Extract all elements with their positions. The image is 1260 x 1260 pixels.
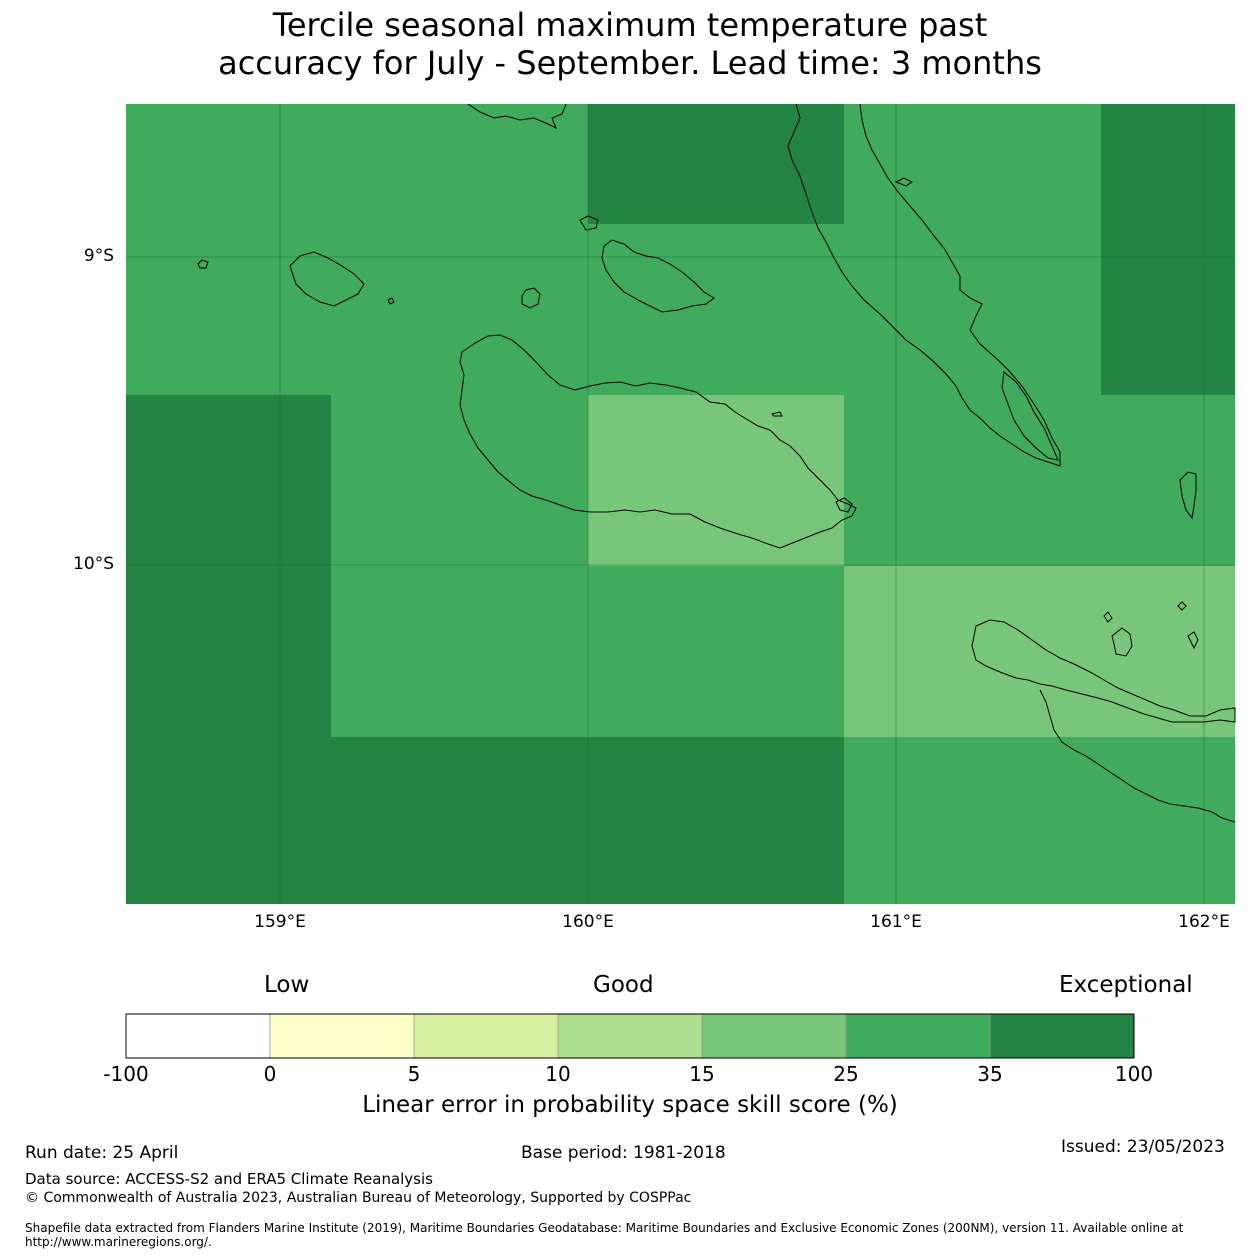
graticule <box>126 104 1235 904</box>
lon-label-159e: 159°E <box>254 912 306 932</box>
title-line-2: accuracy for July - September. Lead time… <box>218 44 1042 82</box>
lon-label-162e: 162°E <box>1178 912 1230 932</box>
grid-cell <box>1101 104 1235 395</box>
grid-cell <box>331 737 844 904</box>
islet-coastline <box>387 297 395 305</box>
colorbar-tick: 35 <box>977 1062 1003 1086</box>
colorbar-tick: 10 <box>545 1062 571 1086</box>
guadalcanal-coastline <box>459 334 857 549</box>
islet-coastline <box>771 411 783 417</box>
colorbar-tick: -100 <box>103 1062 149 1086</box>
grid-cell <box>126 395 331 904</box>
run-date: Run date: 25 April <box>25 1143 179 1163</box>
islet-coastline <box>1179 471 1197 520</box>
colorbar-tick: 5 <box>407 1062 421 1086</box>
colorbar-label: Linear error in probability space skill … <box>362 1092 898 1118</box>
south-coast-line <box>1039 689 1236 823</box>
issued-date: Issued: 23/05/2023 <box>1061 1137 1225 1157</box>
islet-coastline <box>467 103 567 130</box>
colorbar-bin <box>125 1013 271 1059</box>
lat-label-9s: 9°S <box>83 246 114 266</box>
grid-cell <box>844 395 1235 566</box>
colorbar-tick: 0 <box>263 1062 277 1086</box>
copyright: © Commonwealth of Australia 2023, Austra… <box>25 1190 692 1206</box>
savo-coastline <box>521 287 541 309</box>
islet-coastline <box>835 497 853 513</box>
colorbar <box>125 1013 1135 1059</box>
colorbar-frame <box>125 1013 1135 1059</box>
grid-cell <box>588 395 844 566</box>
grid-cell <box>844 737 1235 904</box>
lon-label-160e: 160°E <box>562 912 614 932</box>
small-malaita-coastline <box>1001 371 1059 461</box>
colorbar-bin <box>845 1013 991 1059</box>
chart-title: Tercile seasonal maximum temperature pas… <box>0 6 1260 82</box>
grid-cell <box>588 224 844 395</box>
makira-coastline <box>971 619 1236 723</box>
category-exceptional: Exceptional <box>1059 972 1193 998</box>
title-line-1: Tercile seasonal maximum temperature pas… <box>272 6 988 44</box>
grid-cell <box>331 395 588 737</box>
lat-label-10s: 10°S <box>73 554 114 574</box>
grid-cell <box>126 104 588 395</box>
islet-coastline <box>579 215 599 231</box>
islet-coastline <box>1111 627 1133 657</box>
islet-coastline <box>197 259 209 269</box>
grid-cell <box>588 104 844 224</box>
malaita-coastline <box>787 103 1061 467</box>
colorbar-bin <box>413 1013 559 1059</box>
colorbar-tick: 100 <box>1114 1062 1154 1086</box>
coastlines <box>197 103 1236 823</box>
lon-label-161e: 161°E <box>870 912 922 932</box>
colorbar-bin <box>269 1013 415 1059</box>
islet-coastline <box>1103 611 1113 623</box>
grid-cell <box>844 104 1101 395</box>
islet-coastline <box>1187 631 1199 650</box>
data-source: Data source: ACCESS-S2 and ERA5 Climate … <box>25 1170 433 1188</box>
islet-coastline <box>894 177 913 187</box>
colorbar-tick: 25 <box>833 1062 859 1086</box>
florida-islands-coastline <box>601 239 715 313</box>
base-period: Base period: 1981-2018 <box>521 1143 726 1163</box>
islet-coastline <box>1177 601 1187 611</box>
colorbar-bin <box>701 1013 847 1059</box>
category-good: Good <box>593 972 654 998</box>
shapefile-note: Shapefile data extracted from Flanders M… <box>25 1221 1184 1249</box>
colorbar-bin <box>557 1013 703 1059</box>
category-low: Low <box>264 972 310 998</box>
russell-islands-coastline <box>289 251 365 307</box>
grid-cell <box>588 566 844 737</box>
skill-grid <box>126 104 1235 904</box>
colorbar-tick: 15 <box>689 1062 715 1086</box>
colorbar-bin <box>989 1013 1135 1059</box>
